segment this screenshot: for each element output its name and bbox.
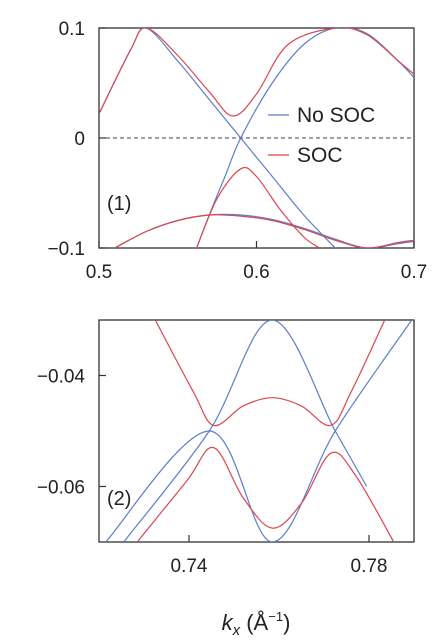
series-line-soc-4 bbox=[196, 166, 320, 248]
series-line-soc-5 bbox=[114, 214, 414, 248]
panel-2-label: (2) bbox=[107, 488, 131, 510]
x-axis-label-unit-open: (Å bbox=[240, 610, 268, 635]
y-tick-label: −0.1 bbox=[47, 239, 85, 260]
legend-no-soc-label: No SOC bbox=[297, 104, 375, 127]
x-tick-label: 0.78 bbox=[351, 556, 388, 577]
panel-2: 0.74 0.78 −0.04 −0.06 (2) bbox=[37, 319, 415, 578]
panel-2-ticks: 0.74 0.78 −0.04 −0.06 bbox=[37, 367, 388, 578]
y-tick-label: 0.1 bbox=[59, 19, 85, 40]
x-axis-label-unit-exponent: −1 bbox=[268, 609, 283, 624]
legend-soc-label: SOC bbox=[297, 144, 343, 167]
x-tick-label: 0.7 bbox=[401, 262, 427, 283]
y-tick-label: −0.06 bbox=[37, 478, 85, 499]
y-tick-label: −0.04 bbox=[37, 367, 86, 388]
x-axis-label-unit-close: ) bbox=[283, 610, 290, 635]
series-line-soc-3 bbox=[136, 447, 395, 542]
series-line-soc-3 bbox=[99, 28, 414, 117]
y-tick-label: 0 bbox=[74, 129, 85, 150]
series-line-soc-2 bbox=[154, 320, 386, 427]
series-line-no-soc-0 bbox=[123, 320, 368, 542]
legend: No SOC SOC bbox=[268, 104, 375, 167]
panel-2-frame bbox=[98, 319, 415, 543]
x-tick-label: 0.74 bbox=[171, 556, 208, 577]
panel-1-label: (1) bbox=[107, 193, 131, 215]
x-axis-label-subscript: x bbox=[232, 622, 241, 639]
panel-1-ticks: 0.5 0.6 0.7 −0.1 0 0.1 bbox=[47, 19, 427, 283]
series-line-no-soc-2 bbox=[196, 28, 414, 248]
series-line-no-soc-1 bbox=[105, 320, 413, 542]
panel-1: 0.5 0.6 0.7 −0.1 0 0.1 (1) No SOC SOC bbox=[47, 19, 427, 283]
panel-2-series bbox=[105, 320, 413, 542]
panel-1-series bbox=[99, 28, 414, 248]
x-tick-label: 0.5 bbox=[86, 262, 112, 283]
x-axis-label: kx (Å−1) bbox=[222, 609, 291, 639]
x-tick-label: 0.6 bbox=[243, 262, 269, 283]
x-axis-label-symbol: k bbox=[222, 610, 234, 635]
